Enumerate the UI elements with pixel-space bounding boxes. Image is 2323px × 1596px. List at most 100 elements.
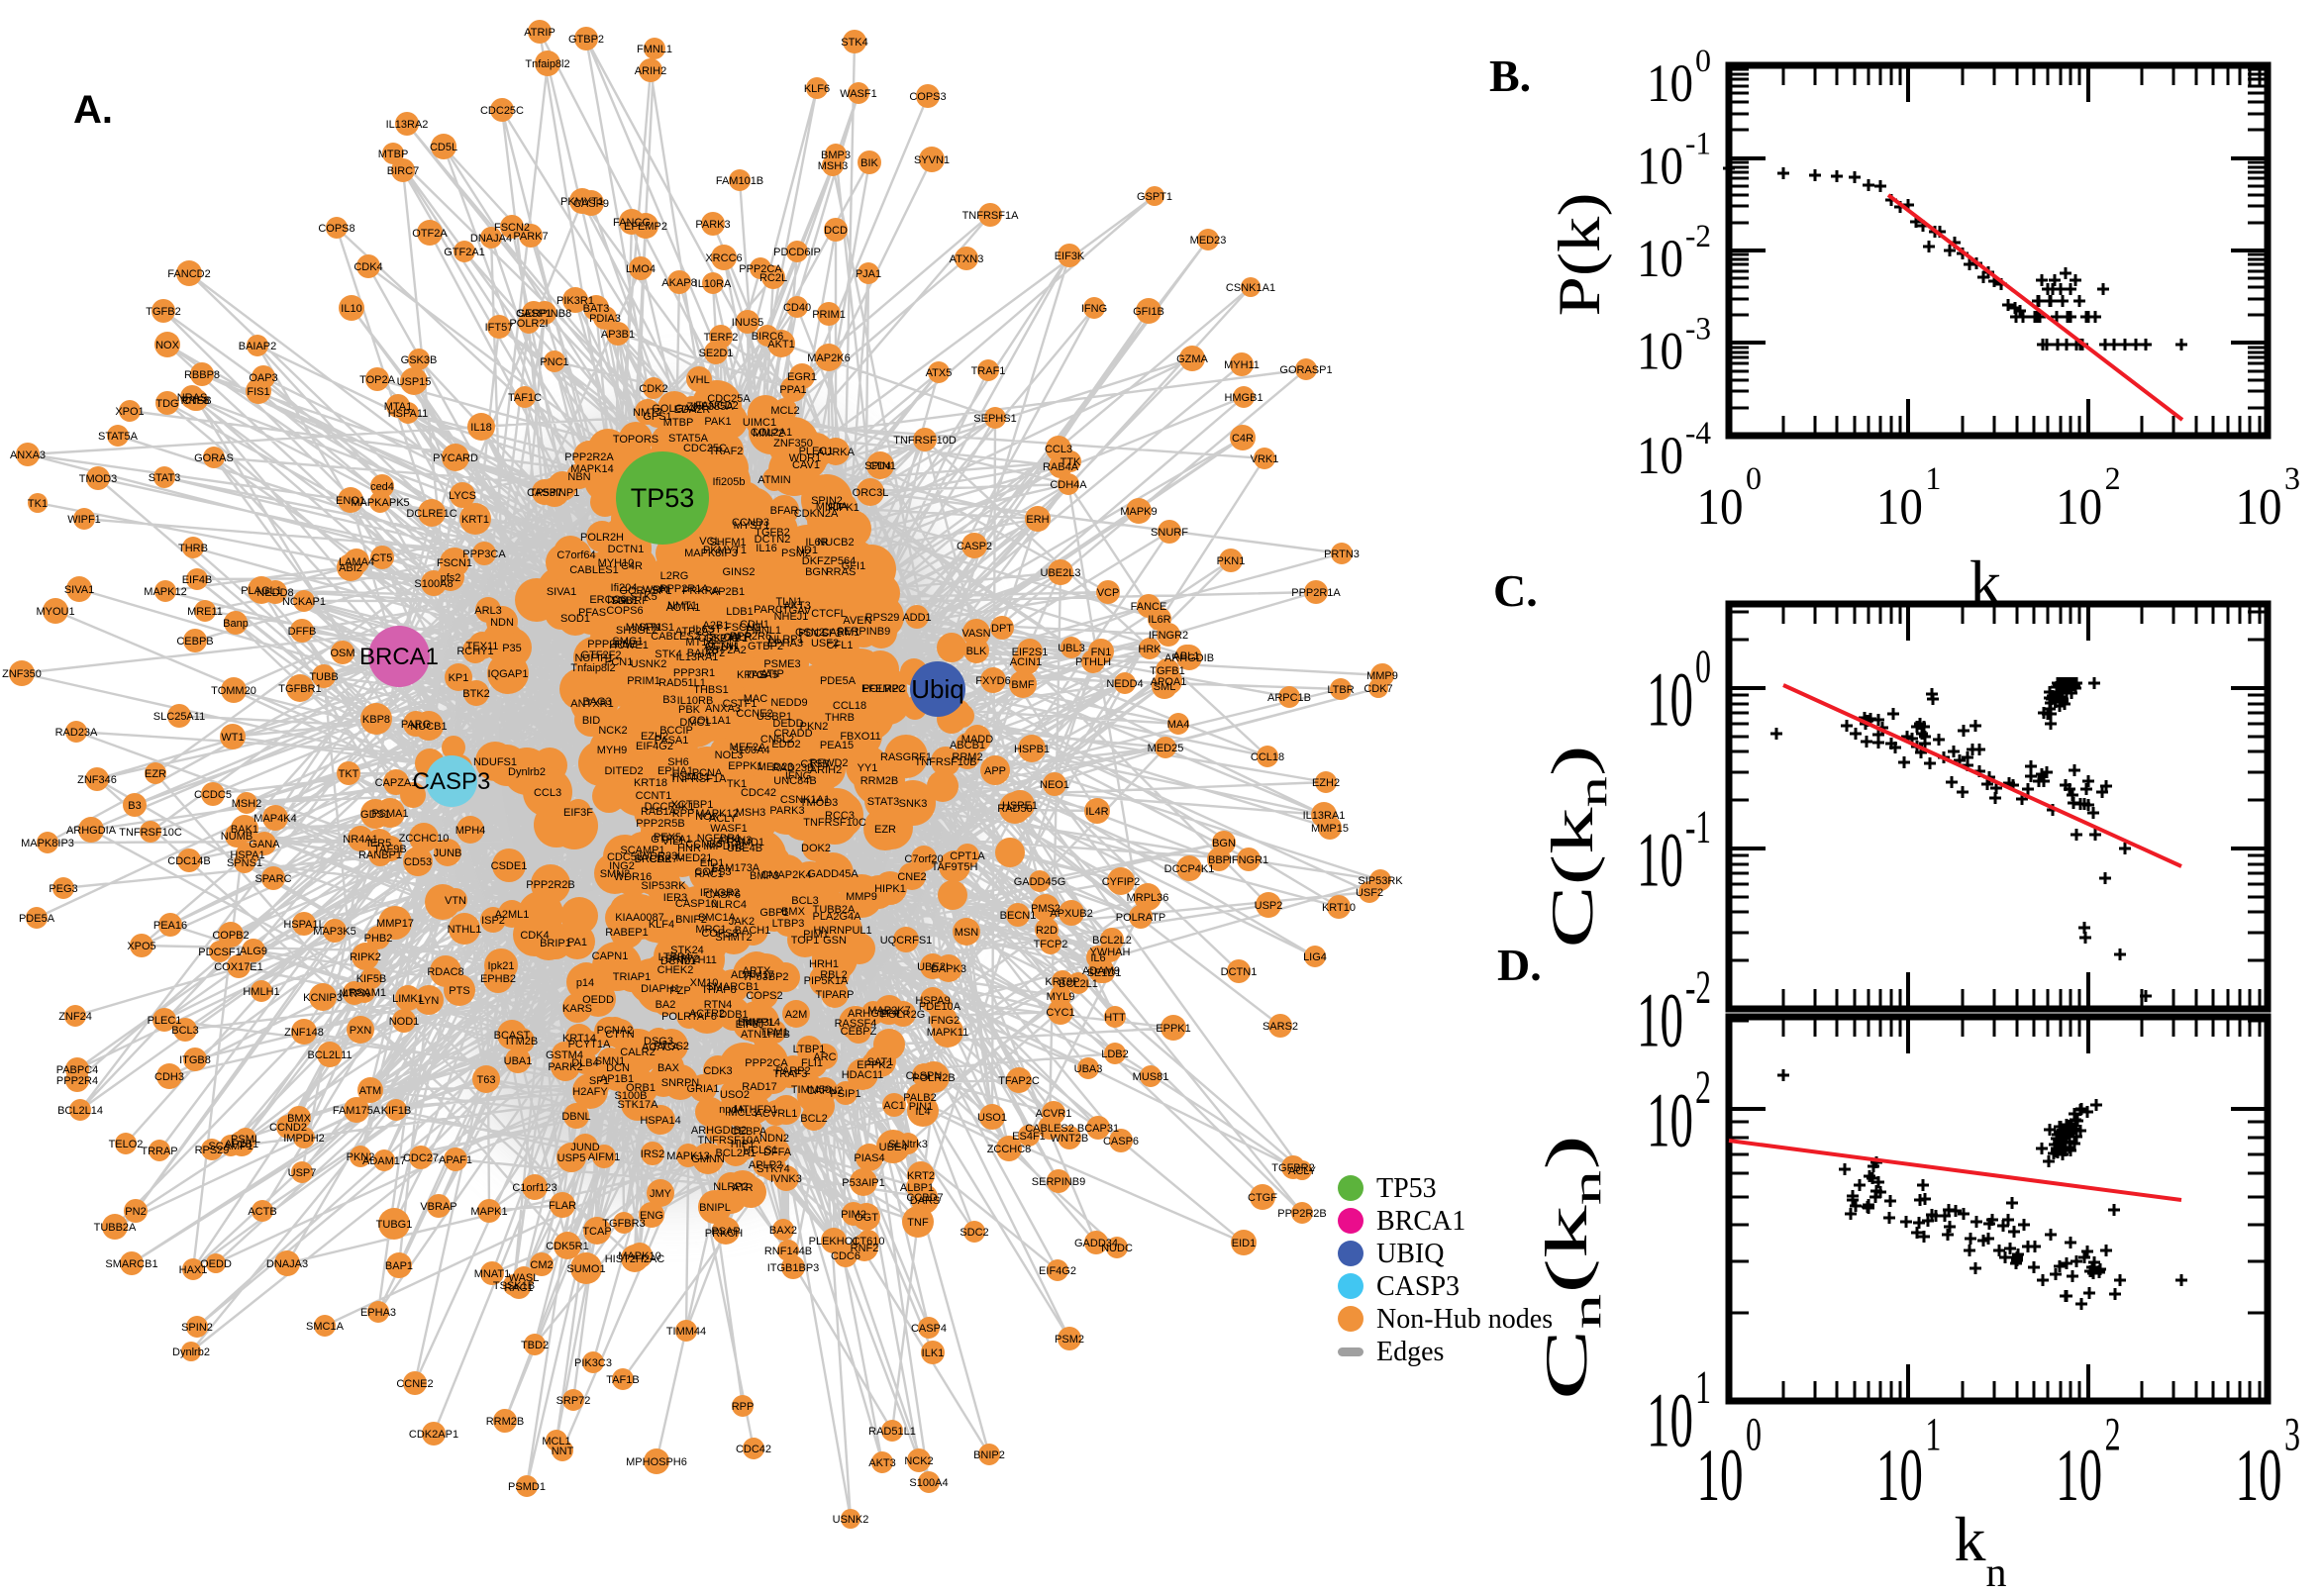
svg-text:CDH1: CDH1 [740,619,769,631]
svg-text:C4R: C4R [621,560,643,572]
svg-text:AP2B1: AP2B1 [225,1139,258,1150]
svg-text:ATRIP: ATRIP [524,27,556,39]
svg-text:CYC1: CYC1 [1046,1007,1074,1019]
svg-text:TAF1C: TAF1C [508,392,542,404]
svg-text:CASP10: CASP10 [675,898,717,910]
svg-text:EZH2: EZH2 [641,731,668,743]
svg-text:SPNS1: SPNS1 [639,622,674,634]
svg-text:GTBP2: GTBP2 [748,641,783,652]
svg-text:LTBR: LTBR [1327,684,1354,696]
svg-text:BAX: BAX [657,1062,680,1074]
svg-text:MMP17: MMP17 [376,918,414,930]
svg-text:BCL2A1: BCL2A1 [716,1147,757,1159]
svg-text:NMT1: NMT1 [667,600,697,612]
svg-text:SYVN1: SYVN1 [914,154,950,166]
svg-text:CYFIP2: CYFIP2 [1102,876,1141,888]
svg-text:IL6R: IL6R [1148,614,1170,626]
svg-text:PHB2: PHB2 [364,933,393,945]
svg-text:APP: APP [984,765,1006,777]
svg-text:TLN1: TLN1 [776,596,803,608]
svg-text:PIAS4: PIAS4 [854,1152,884,1164]
svg-text:10: 10 [2056,1435,2102,1518]
svg-text:POLR2G: POLR2G [881,1009,926,1021]
svg-text:VTN: VTN [445,895,466,907]
svg-text:PPP2CA: PPP2CA [745,1057,788,1069]
svg-text:Dynlrb2: Dynlrb2 [508,766,546,778]
svg-text:EZR: EZR [145,768,166,780]
svg-text:AKT1: AKT1 [767,339,795,350]
svg-text:LYN: LYN [419,995,440,1007]
svg-text:SNK3: SNK3 [899,798,928,810]
svg-text:SPIN1: SPIN1 [864,460,896,472]
svg-text:T63: T63 [477,1074,496,1086]
svg-text:GSPT1: GSPT1 [704,633,740,645]
svg-text:ORC3L: ORC3L [853,487,889,499]
svg-text:SE1D1: SE1D1 [1087,967,1122,979]
svg-text:SCAMP1: SCAMP1 [620,845,664,856]
svg-text:IER5: IER5 [367,838,391,849]
svg-text:ACLY: ACLY [1288,1165,1317,1177]
svg-text:NDUFS1: NDUFS1 [473,756,517,768]
svg-text:CCL18: CCL18 [833,700,866,712]
svg-text:D.: D. [1497,940,1542,990]
svg-text:USF2: USF2 [811,638,839,649]
svg-text:FANCE: FANCE [1131,601,1167,613]
svg-text:NRAS: NRAS [177,392,208,404]
svg-text:GSTM4: GSTM4 [546,1049,583,1061]
svg-text:IMPDH2: IMPDH2 [703,841,745,852]
svg-text:MAPK14: MAPK14 [570,463,613,475]
svg-text:CASP4: CASP4 [911,1323,947,1335]
svg-text:TDG: TDG [155,398,178,410]
svg-text:EIF3F: EIF3F [563,807,593,819]
svg-text:DCCP4K1: DCCP4K1 [1164,863,1215,875]
svg-text:CTSB: CTSB [182,395,211,407]
svg-text:HRK: HRK [1138,644,1162,655]
svg-text:RAC1: RAC1 [694,868,723,880]
svg-text:FSCN2: FSCN2 [494,222,530,234]
svg-text:THRB: THRB [178,543,208,554]
svg-text:VASN: VASN [961,628,990,640]
svg-text:TNFRSF1A: TNFRSF1A [670,773,728,785]
svg-text:GTF2F2: GTF2F2 [581,649,622,661]
svg-text:10: 10 [1647,656,1693,743]
svg-text:IFT57: IFT57 [485,322,514,334]
svg-text:AIFM1: AIFM1 [588,1151,620,1163]
svg-text:TBD2: TBD2 [521,1340,549,1351]
svg-text:STK17A: STK17A [618,1099,659,1111]
svg-text:KRT10: KRT10 [1322,902,1356,914]
svg-text:ACTN1: ACTN1 [704,641,740,652]
svg-text:IFNGR1: IFNGR1 [1229,854,1268,866]
svg-text:RANBP1: RANBP1 [358,849,402,861]
svg-text:AKAP8: AKAP8 [661,277,696,289]
svg-text:BAX2: BAX2 [769,1225,797,1237]
svg-text:GTF2A2: GTF2A2 [705,645,747,656]
svg-text:Ifi204: Ifi204 [611,582,638,594]
svg-text:PTGS2: PTGS2 [654,1041,689,1052]
svg-text:STAT5A: STAT5A [668,433,709,445]
svg-text:DDB1: DDB1 [719,1009,748,1021]
svg-text:PLA2G4A: PLA2G4A [813,911,862,923]
svg-text:RAD51L1: RAD51L1 [658,677,706,689]
svg-text:EIF4G2: EIF4G2 [1039,1265,1076,1277]
svg-text:MYH11: MYH11 [681,954,717,966]
svg-text:TNFRSF10B: TNFRSF10B [915,756,977,768]
svg-text:CTGF: CTGF [1248,1192,1277,1204]
svg-text:CSNK1A1: CSNK1A1 [1226,282,1275,294]
svg-text:UBA3: UBA3 [1074,1063,1103,1075]
svg-text:PIM2: PIM2 [841,1209,866,1221]
svg-text:TOP1: TOP1 [791,935,820,947]
svg-text:PSM2: PSM2 [1055,1334,1084,1346]
svg-text:MAP4K4: MAP4K4 [253,813,296,825]
svg-text:CDH4A: CDH4A [1050,479,1087,491]
svg-text:NR4A1: NR4A1 [343,834,377,846]
svg-text:PKN1: PKN1 [1217,555,1246,567]
svg-text:NNT: NNT [552,1446,574,1457]
svg-text:ATM: ATM [359,1085,381,1097]
svg-text:2: 2 [1695,1060,1711,1114]
svg-text:GOLGA3: GOLGA3 [652,403,696,415]
svg-text:CEBPZ: CEBPZ [841,1026,877,1038]
svg-text:TOMM20: TOMM20 [211,685,256,697]
svg-text:CDKN2A: CDKN2A [794,508,839,520]
svg-text:IL10RA: IL10RA [695,278,732,290]
svg-text:AP3B1: AP3B1 [601,329,635,341]
